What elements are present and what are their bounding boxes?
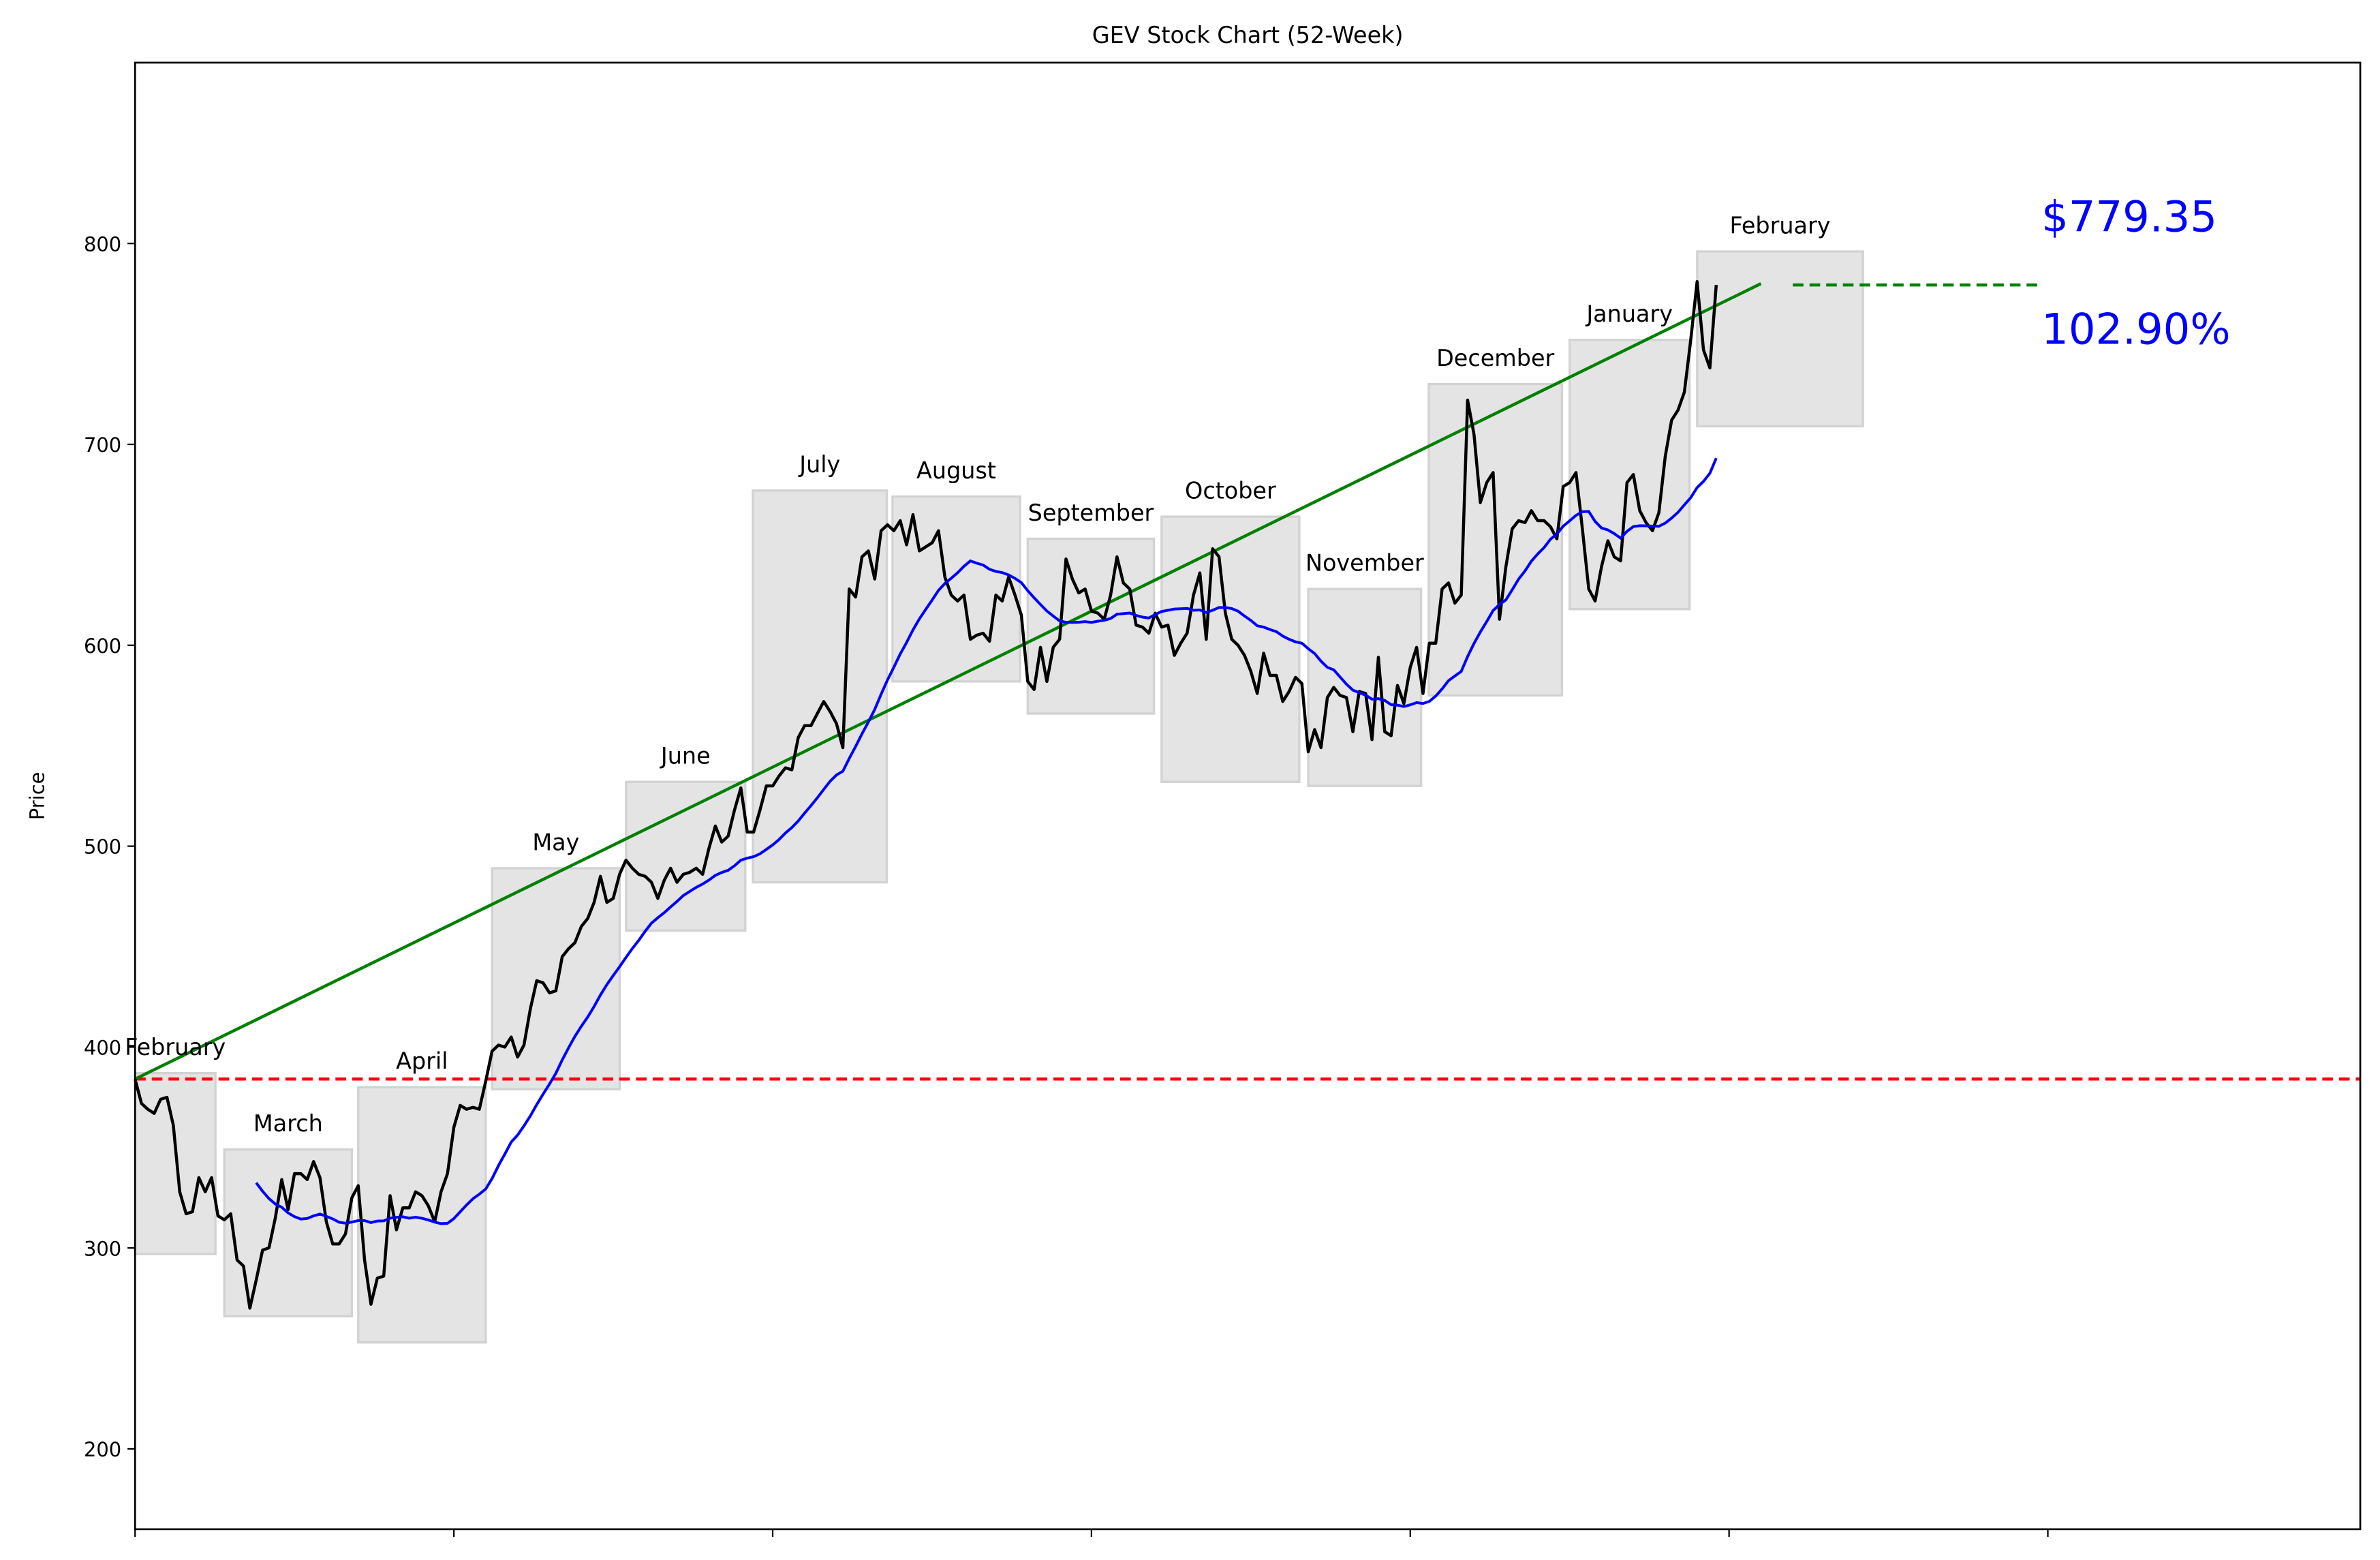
month-label: December (1436, 345, 1554, 371)
y-tick-label: 200 (84, 1438, 121, 1461)
percent-change-annotation: 102.90% (2041, 305, 2230, 354)
month-label: March (253, 1110, 323, 1137)
month-label: October (1185, 477, 1276, 504)
month-label: May (532, 829, 579, 855)
month-box-february (1696, 250, 1864, 428)
moving-average-line (255, 457, 1718, 1225)
month-box-january (1568, 339, 1691, 611)
month-box-april (357, 1086, 487, 1344)
month-label: June (660, 743, 711, 769)
month-box-september (1026, 537, 1156, 715)
month-box-february (134, 1072, 217, 1255)
plot-frame (134, 61, 2362, 1531)
y-tick-label: 700 (84, 433, 121, 457)
month-label: February (125, 1034, 226, 1060)
y-tick-label: 500 (84, 836, 121, 859)
month-box-may (491, 867, 621, 1090)
price-line (134, 279, 1718, 1310)
month-label: August (916, 457, 996, 484)
y-axis-label: Price (26, 772, 49, 821)
month-box-march (223, 1148, 354, 1318)
current-price-annotation: $779.35 (2041, 192, 2217, 242)
y-tick-label: 800 (84, 232, 121, 256)
month-box-october (1160, 515, 1301, 783)
month-box-june (625, 780, 747, 932)
chart-title: GEV Stock Chart (52-Week) (1092, 22, 1404, 48)
month-label: July (798, 451, 840, 478)
trend-line (134, 282, 1762, 1081)
y-tick-label: 600 (84, 634, 121, 658)
y-tick-label: 400 (84, 1037, 121, 1060)
month-label: January (1585, 301, 1673, 327)
month-label: November (1305, 550, 1424, 577)
y-tick-label: 300 (84, 1237, 121, 1260)
month-label: February (1729, 212, 1830, 239)
month-box-november (1307, 587, 1423, 787)
month-box-july (752, 489, 888, 884)
month-label: April (396, 1048, 448, 1075)
month-label: September (1028, 500, 1154, 526)
